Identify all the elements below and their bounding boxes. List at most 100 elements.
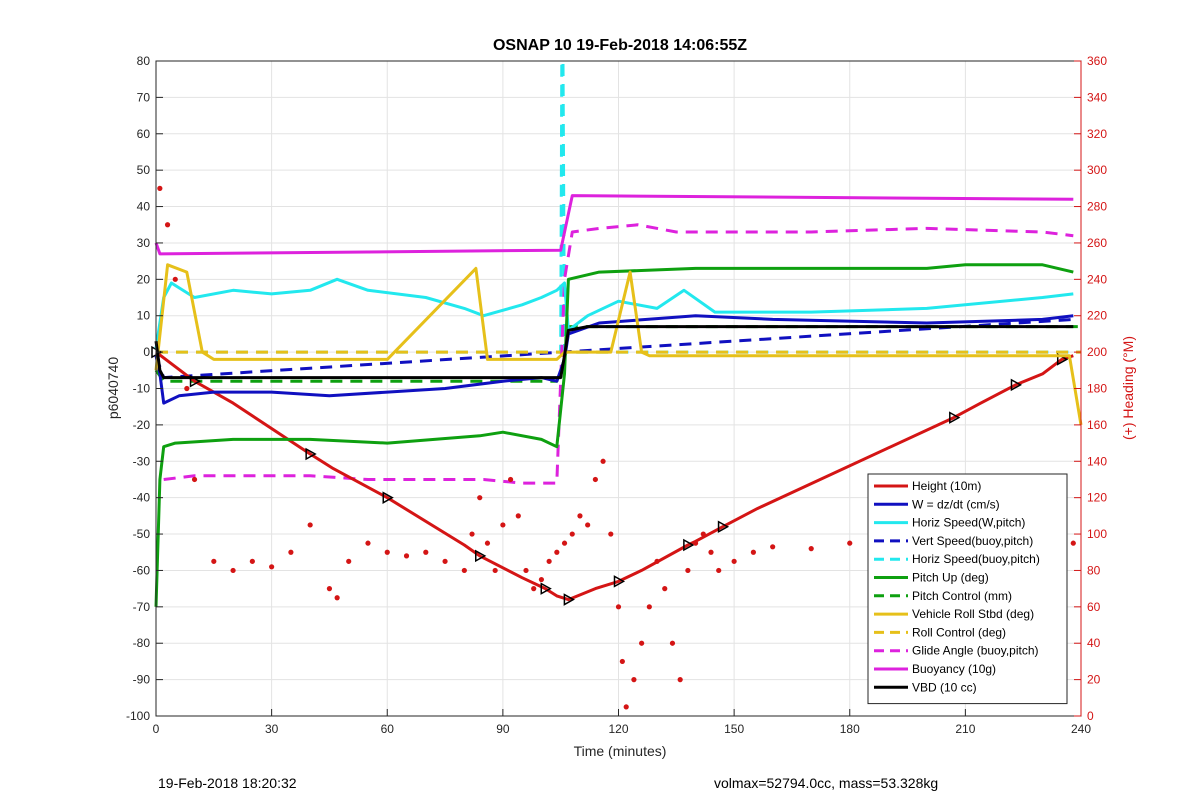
x-tick-label: 150 xyxy=(724,722,744,736)
x-tick-label: 180 xyxy=(840,722,860,736)
legend-entry: Horiz Speed(W,pitch) xyxy=(912,516,1025,530)
series-height-10m xyxy=(155,350,1074,602)
heading-point xyxy=(577,513,583,519)
y-right-tick-label: 220 xyxy=(1087,309,1107,323)
heading-point xyxy=(184,385,190,392)
heading-point xyxy=(477,495,483,501)
heading-point xyxy=(546,558,552,564)
height-marker xyxy=(717,520,730,534)
x-tick-label: 0 xyxy=(153,722,160,736)
x-axis-label: Time (minutes) xyxy=(574,743,667,759)
heading-point xyxy=(685,567,691,574)
x-tick-label: 30 xyxy=(265,722,279,736)
chart-title: OSNAP 10 19-Feb-2018 14:06:55Z xyxy=(493,37,747,54)
series-glide-angle-buoy-pitch xyxy=(163,223,1074,485)
heading-point xyxy=(592,476,598,483)
y-tick-label: 80 xyxy=(137,54,151,68)
y-tick-label: -20 xyxy=(133,418,151,432)
height-marker xyxy=(683,538,695,552)
heading-point xyxy=(515,513,521,519)
series-horiz-speed-w-pitch xyxy=(154,277,1074,349)
x-tick-label: 210 xyxy=(955,722,975,736)
footer-volmax-mass: volmax=52794.0cc, mass=53.328kg xyxy=(714,775,938,791)
y-right-tick-label: 300 xyxy=(1087,163,1107,177)
legend-entry: W = dz/dt (cm/s) xyxy=(912,497,1000,511)
heading-point xyxy=(288,549,294,555)
y-tick-label: 0 xyxy=(143,345,150,359)
heading-point xyxy=(326,586,333,592)
y-right-tick-label: 160 xyxy=(1087,418,1107,432)
series-buoyancy-10g xyxy=(154,194,1074,256)
y-tick-label: -50 xyxy=(133,527,151,541)
height-marker xyxy=(382,491,394,504)
y-right-tick-label: 80 xyxy=(1087,563,1101,577)
heading-point xyxy=(334,595,340,601)
legend: Height (10m) W = dz/dt (cm/s) Horiz Speed(… xyxy=(867,473,1068,705)
y-tick-label: -60 xyxy=(133,563,151,577)
tick-layer: 0 30 60 90 120 150 180 210 240-100-90-80-70-60-5… xyxy=(126,54,1107,736)
height-marker xyxy=(1010,378,1023,392)
y-right-tick-label: 180 xyxy=(1087,382,1107,396)
heading-point xyxy=(750,549,756,555)
heading-point xyxy=(700,531,706,537)
series-layer xyxy=(151,59,1083,710)
heading-point xyxy=(230,567,236,574)
y-right-tick-label: 140 xyxy=(1087,454,1107,468)
legend-entry: Glide Angle (buoy,pitch) xyxy=(912,644,1039,658)
x-tick-label: 90 xyxy=(496,722,510,736)
y-tick-label: 20 xyxy=(137,272,151,286)
x-tick-label: 120 xyxy=(608,722,628,736)
legend-entry: Vert Speed(buoy,pitch) xyxy=(912,534,1033,548)
heading-point xyxy=(585,522,591,528)
height-marker xyxy=(540,582,552,595)
heading-point xyxy=(731,558,737,564)
y-tick-label: -80 xyxy=(133,636,151,650)
heading-point xyxy=(461,567,467,574)
legend-entry: VBD (10 cc) xyxy=(912,680,977,694)
height-markers xyxy=(151,345,1069,606)
y-tick-label: 10 xyxy=(137,309,151,323)
legend-entry: Pitch Up (deg) xyxy=(912,571,989,585)
heading-point xyxy=(615,604,622,610)
heading-point xyxy=(403,553,410,559)
legend-entry: Horiz Speed(buoy,pitch) xyxy=(912,552,1040,566)
heading-point xyxy=(172,276,178,282)
y-right-tick-label: 200 xyxy=(1087,345,1107,359)
y-axis-label: p6040740 xyxy=(105,357,121,420)
series-pitch-up-deg xyxy=(154,263,1074,607)
y-tick-label: 40 xyxy=(137,200,151,214)
heading-point xyxy=(600,458,606,464)
heading-point xyxy=(654,558,660,564)
heading-point xyxy=(716,567,722,574)
heading-point xyxy=(507,476,514,483)
height-marker xyxy=(305,447,317,461)
legend-box xyxy=(867,473,1068,705)
heading-point xyxy=(639,640,645,646)
height-marker xyxy=(613,575,626,588)
heading-point xyxy=(631,677,637,683)
x-tick-label: 240 xyxy=(1071,722,1091,736)
y-tick-label: -30 xyxy=(133,454,151,468)
heading-point xyxy=(569,531,575,537)
heading-point xyxy=(669,640,676,646)
y-axis-right-label: (+) Heading (°M) xyxy=(1120,336,1136,440)
height-marker xyxy=(475,549,487,563)
heading-point xyxy=(307,522,313,528)
heading-point xyxy=(249,558,255,564)
height-marker xyxy=(563,593,575,606)
y-right-tick-label: 280 xyxy=(1087,200,1107,214)
heading-point xyxy=(469,531,475,537)
height-marker xyxy=(949,411,961,424)
y-right-tick-label: 20 xyxy=(1087,673,1101,687)
y-tick-label: -100 xyxy=(126,709,150,723)
heading-point xyxy=(269,564,275,570)
heading-point xyxy=(608,531,614,537)
heading-point xyxy=(164,222,171,228)
y-right-tick-label: 240 xyxy=(1087,272,1107,286)
heading-point xyxy=(538,576,545,583)
heading-point xyxy=(484,540,491,546)
legend-entry: Buoyancy (10g) xyxy=(912,662,996,676)
heading-point xyxy=(847,540,853,546)
heading-point xyxy=(346,558,352,564)
